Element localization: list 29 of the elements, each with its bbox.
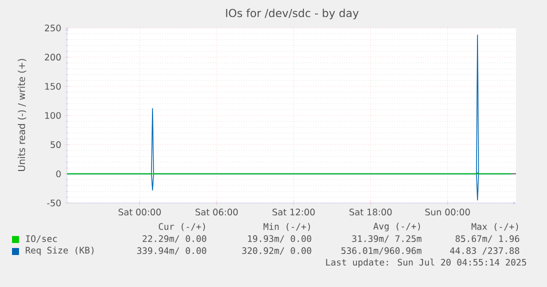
text: 22.29m/ 0.00 <box>142 235 206 243</box>
y-tick-label: 150 <box>45 82 61 90</box>
text: 320.92m/ 0.00 <box>242 247 312 255</box>
x-tick-label: Sat 12:00 <box>272 208 315 216</box>
y-axis-title: Units read (-) / write (+) <box>18 58 26 171</box>
text: 31.39m/ 7.25m <box>352 235 422 243</box>
x-tick-label: Sat 00:00 <box>118 208 161 216</box>
text: 44.83 /237.88 <box>450 247 520 255</box>
text: Avg (-/+) <box>373 222 420 232</box>
x-tick-label: Sat 06:00 <box>196 208 238 216</box>
text: 19.93m/ 0.00 <box>248 235 312 243</box>
text: Min (-/+) <box>264 223 310 231</box>
legend-label: IO/sec <box>26 235 57 243</box>
y-tick-label: -50 <box>47 200 61 206</box>
text: 339.94m/ 0.00 <box>137 247 206 255</box>
text: Max (-/+) <box>472 222 518 231</box>
text: Cur (-/+) <box>158 222 205 231</box>
chart-title: IOs for /dev/sdc - by day <box>226 8 359 20</box>
x-tick-label: Sun 00:00 <box>425 208 470 216</box>
y-tick-label: 250 <box>44 24 61 32</box>
legend-label: Req Size (KB) <box>26 246 94 256</box>
text: 536.01m/960.96m <box>341 247 422 255</box>
text: 85.67m/ 1.96 <box>456 235 520 243</box>
text: Last update: Sun Jul 20 04:55:14 2025 <box>326 258 526 268</box>
y-tick-label: 50 <box>50 141 61 148</box>
y-tick-label: 0 <box>56 170 61 178</box>
y-tick-label: 200 <box>44 54 61 61</box>
x-tick-label: Sat 18:00 <box>350 208 392 216</box>
y-tick-label: 100 <box>45 112 61 119</box>
